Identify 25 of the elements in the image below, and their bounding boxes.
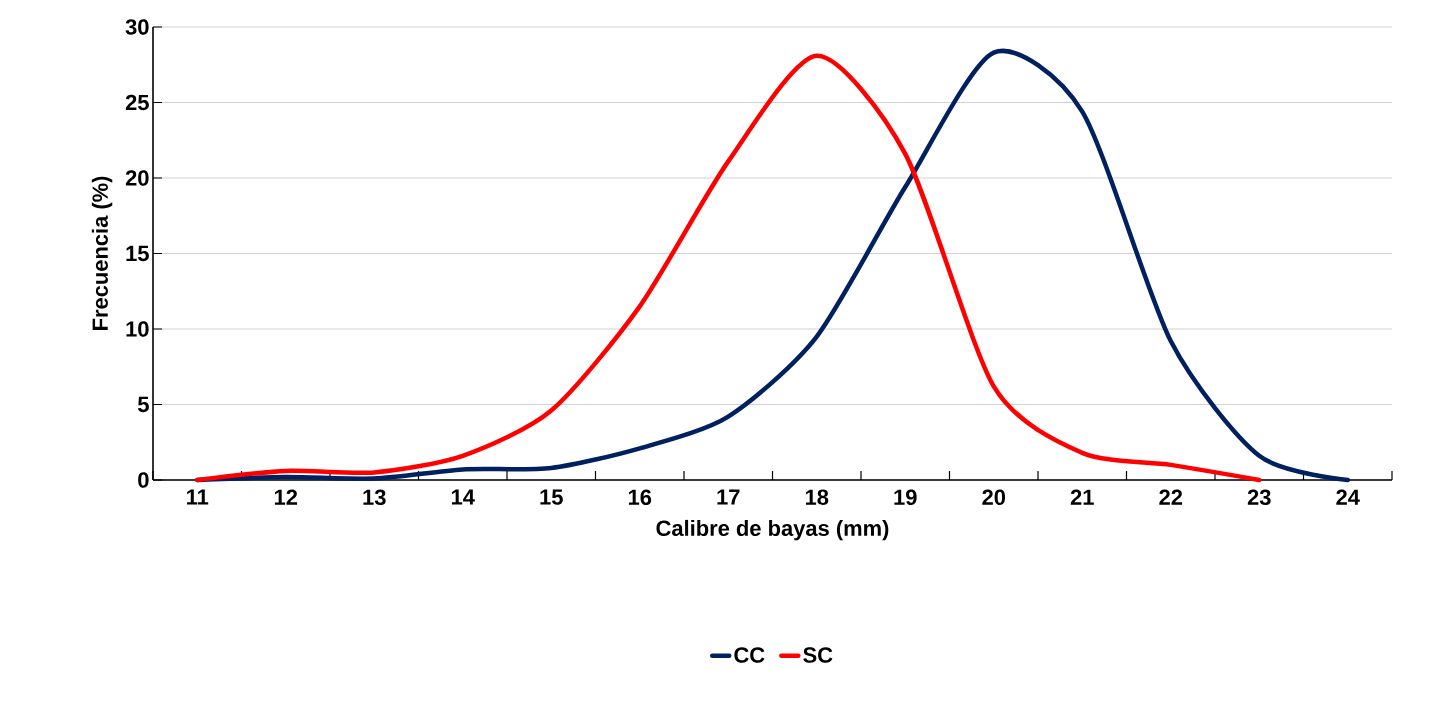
legend-label: CC	[734, 647, 765, 663]
y-tick-label: 15	[126, 245, 149, 262]
x-axis-title: Calibre de bayas (mm)	[656, 519, 889, 541]
x-tick-label: 16	[628, 489, 652, 506]
y-tick-label: 30	[125, 19, 149, 35]
x-tick-label: 14	[451, 489, 475, 505]
y-tick-label: 5	[137, 396, 149, 413]
legend-label: SC	[803, 647, 833, 663]
x-tick-label: 19	[894, 489, 917, 506]
x-tick-label: 20	[982, 489, 1006, 506]
x-tick-label: 22	[1159, 489, 1183, 505]
x-tick-label: 21	[1070, 489, 1094, 505]
y-tick-label: 25	[125, 94, 149, 111]
y-tick-label: 0	[138, 472, 149, 488]
x-tick-label: 12	[274, 489, 298, 505]
x-tick-label: 23	[1247, 489, 1271, 506]
x-tick-label: 17	[717, 489, 740, 505]
x-tick-label: 24	[1336, 489, 1360, 505]
y-tick-label: 20	[125, 170, 149, 186]
x-tick-label: 15	[540, 489, 563, 505]
y-axis-title: Frecuencia (%)	[91, 176, 113, 330]
x-tick-label: 11	[187, 489, 209, 505]
y-tick-label: 10	[126, 321, 149, 337]
x-tick-label: 18	[805, 489, 829, 506]
x-tick-label: 13	[363, 489, 386, 506]
